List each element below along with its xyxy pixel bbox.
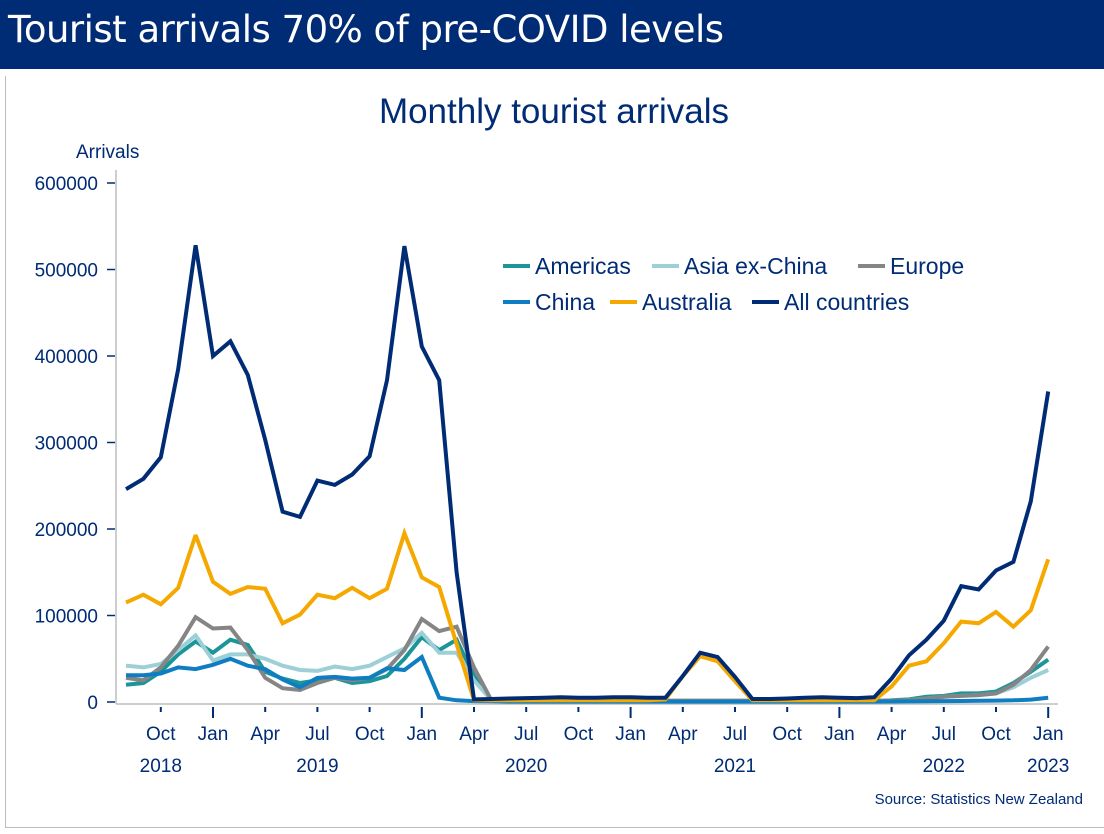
x-tick-label: Oct <box>146 724 176 745</box>
source-note: Source: Statistics New Zealand <box>875 791 1083 808</box>
frame-border-left <box>5 76 6 828</box>
series-line-all-countries <box>124 244 1051 702</box>
x-year-label: 2019 <box>296 756 338 777</box>
legend-item: Asia ex-China <box>652 253 827 279</box>
x-tick-label: Jul <box>932 724 956 745</box>
y-tick-label: 400000 <box>35 347 98 368</box>
x-year-label: 2020 <box>505 756 547 777</box>
legend-label: China <box>535 289 595 315</box>
x-tick-label: Apr <box>459 724 489 745</box>
y-tick-label: 600000 <box>35 174 98 195</box>
chart-title: Monthly tourist arrivals <box>379 92 729 131</box>
y-tick-label: 200000 <box>35 520 98 541</box>
legend-label: Asia ex-China <box>684 253 827 279</box>
x-tick-label: Jul <box>305 724 329 745</box>
x-tick-label: Jan <box>406 724 437 745</box>
x-tick-label: Apr <box>877 724 907 745</box>
legend-label: All countries <box>784 289 909 315</box>
x-year-label: 2023 <box>1027 756 1069 777</box>
x-tick-label: Apr <box>250 724 280 745</box>
y-axis: 0 100000 200000 300000 400000 500000 600000 <box>35 170 117 714</box>
x-axis: Oct 2018 Jan Apr Jul 2019 Oct Jan Apr Jul 2020 Oct J… <box>116 703 1069 777</box>
x-tick-label: Jan <box>615 724 646 745</box>
legend-item: China <box>503 289 595 315</box>
x-tick-label: Oct <box>355 724 385 745</box>
legend-label: Australia <box>642 289 732 315</box>
legend-item: Americas <box>503 253 631 279</box>
y-tick-label: 100000 <box>35 607 98 628</box>
x-tick-label: Jan <box>198 724 229 745</box>
legend: Americas Asia ex-China Europe China Australi… <box>503 253 964 315</box>
series-line-australia <box>125 527 1051 703</box>
y-axis-label: Arrivals <box>76 142 139 163</box>
x-tick-label: Apr <box>668 724 698 745</box>
x-year-label: 2022 <box>923 756 965 777</box>
legend-label: Americas <box>535 253 631 279</box>
frame-border-bottom <box>5 827 1104 828</box>
x-tick-label: Jul <box>723 724 747 745</box>
legend-item: All countries <box>752 289 909 315</box>
y-tick-label: 300000 <box>35 434 98 455</box>
x-tick-label: Oct <box>981 724 1011 745</box>
x-tick-label: Jul <box>514 724 538 745</box>
y-tick-label: 500000 <box>35 261 98 282</box>
y-tick-label: 0 <box>87 693 98 714</box>
x-tick-label: Jan <box>1033 724 1064 745</box>
legend-item: Australia <box>610 289 732 315</box>
x-tick-label: Oct <box>564 724 594 745</box>
series-layer <box>124 244 1051 704</box>
x-tick-label: Jan <box>824 724 855 745</box>
x-tick-label: Oct <box>772 724 802 745</box>
x-year-label: 2021 <box>714 756 756 777</box>
title-banner: Tourist arrivals 70% of pre-COVID levels <box>0 0 1104 69</box>
x-year-label: 2018 <box>140 756 182 777</box>
legend-label: Europe <box>890 253 964 279</box>
banner-title: Tourist arrivals 70% of pre-COVID levels <box>8 8 724 51</box>
legend-item: Europe <box>858 253 964 279</box>
